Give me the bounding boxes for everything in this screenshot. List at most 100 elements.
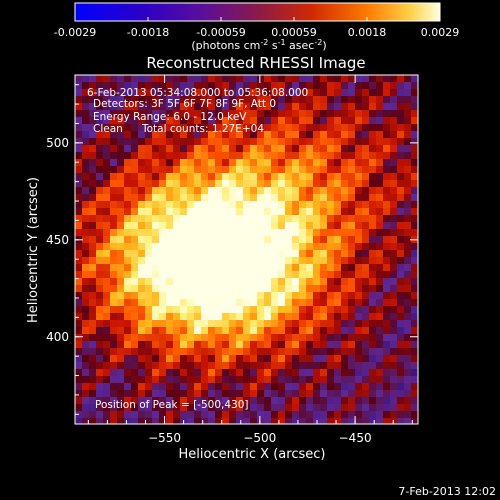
- heatmap-cell: [124, 82, 132, 90]
- heatmap-cell: [194, 201, 202, 209]
- heatmap-cell: [194, 124, 202, 132]
- heatmap-cell: [222, 327, 230, 335]
- heatmap-cell: [292, 229, 300, 237]
- heatmap-cell: [180, 334, 188, 342]
- heatmap-cell: [306, 222, 314, 230]
- heatmap-cell: [299, 159, 307, 167]
- heatmap-cell: [201, 250, 209, 258]
- heatmap-cell: [397, 75, 405, 83]
- heatmap-cell: [236, 152, 244, 160]
- heatmap-cell: [292, 348, 300, 356]
- heatmap-cell: [194, 250, 202, 258]
- heatmap-cell: [411, 369, 418, 377]
- heatmap-cell: [89, 334, 97, 342]
- heatmap-cell: [201, 390, 209, 398]
- heatmap-cell: [187, 278, 195, 286]
- heatmap-cell: [278, 418, 286, 424]
- heatmap-cell: [229, 173, 237, 181]
- heatmap-cell: [131, 320, 139, 328]
- heatmap-cell: [383, 271, 391, 279]
- heatmap-cell: [138, 320, 146, 328]
- x-tick-label: −450: [339, 431, 372, 445]
- heatmap-cell: [145, 96, 153, 104]
- heatmap-cell: [166, 299, 174, 307]
- heatmap-cell: [362, 222, 370, 230]
- heatmap-cell: [201, 271, 209, 279]
- heatmap-cell: [348, 103, 356, 111]
- heatmap-cell: [117, 208, 125, 216]
- heatmap-cell: [369, 208, 377, 216]
- heatmap-cell: [397, 96, 405, 104]
- heatmap-cell: [334, 271, 342, 279]
- heatmap-cell: [369, 376, 377, 384]
- heatmap-cell: [285, 271, 293, 279]
- heatmap-cell: [82, 369, 90, 377]
- heatmap-cell: [173, 75, 181, 83]
- heatmap-cell: [369, 96, 377, 104]
- heatmap-cell: [117, 166, 125, 174]
- heatmap-cell: [257, 376, 265, 384]
- heatmap-cell: [404, 397, 412, 405]
- heatmap-cell: [131, 166, 139, 174]
- heatmap-cell: [362, 236, 370, 244]
- heatmap-cell: [348, 376, 356, 384]
- heatmap-cell: [320, 215, 328, 223]
- heatmap-cell: [362, 327, 370, 335]
- heatmap-cell: [411, 131, 418, 139]
- heatmap-cell: [75, 187, 83, 195]
- heatmap-cell: [390, 383, 398, 391]
- heatmap-cell: [124, 194, 132, 202]
- heatmap-cell: [411, 96, 418, 104]
- heatmap-cell: [306, 271, 314, 279]
- heatmap-cell: [215, 96, 223, 104]
- heatmap-cell: [390, 75, 398, 83]
- heatmap-cell: [397, 334, 405, 342]
- heatmap-cell: [292, 110, 300, 118]
- heatmap-cell: [264, 418, 272, 424]
- heatmap-cell: [285, 348, 293, 356]
- heatmap-cell: [103, 306, 111, 314]
- heatmap-cell: [96, 166, 104, 174]
- heatmap-cell: [208, 215, 216, 223]
- heatmap-cell: [96, 152, 104, 160]
- heatmap-cell: [292, 236, 300, 244]
- heatmap-cell: [96, 271, 104, 279]
- heatmap-cell: [411, 334, 418, 342]
- heatmap-cell: [383, 306, 391, 314]
- heatmap-cell: [369, 138, 377, 146]
- heatmap-cell: [250, 341, 258, 349]
- heatmap-cell: [180, 236, 188, 244]
- heatmap-cell: [285, 215, 293, 223]
- heatmap-cell: [327, 138, 335, 146]
- heatmap-cell: [194, 362, 202, 370]
- heatmap-cell: [341, 117, 349, 125]
- heatmap-cell: [166, 383, 174, 391]
- heatmap-cell: [180, 194, 188, 202]
- heatmap-cell: [376, 194, 384, 202]
- heatmap-cell: [222, 299, 230, 307]
- heatmap-cell: [355, 159, 363, 167]
- heatmap-cell: [271, 89, 279, 97]
- heatmap-cell: [285, 341, 293, 349]
- heatmap-cell: [236, 138, 244, 146]
- heatmap-cell: [166, 278, 174, 286]
- heatmap-cell: [292, 418, 300, 424]
- heatmap-cell: [404, 264, 412, 272]
- heatmap-cell: [103, 404, 111, 412]
- heatmap-cell: [383, 341, 391, 349]
- heatmap-cell: [173, 82, 181, 90]
- heatmap-cell: [327, 243, 335, 251]
- heatmap-cell: [82, 404, 90, 412]
- heatmap-cell: [243, 75, 251, 83]
- heatmap-cell: [355, 243, 363, 251]
- heatmap-cell: [89, 117, 97, 125]
- heatmap-cell: [327, 334, 335, 342]
- heatmap-cell: [187, 243, 195, 251]
- heatmap-cell: [299, 250, 307, 258]
- heatmap-cell: [334, 376, 342, 384]
- heatmap-cell: [404, 362, 412, 370]
- heatmap-cell: [117, 215, 125, 223]
- heatmap-cell: [222, 201, 230, 209]
- heatmap-cell: [243, 418, 251, 424]
- heatmap-cell: [292, 278, 300, 286]
